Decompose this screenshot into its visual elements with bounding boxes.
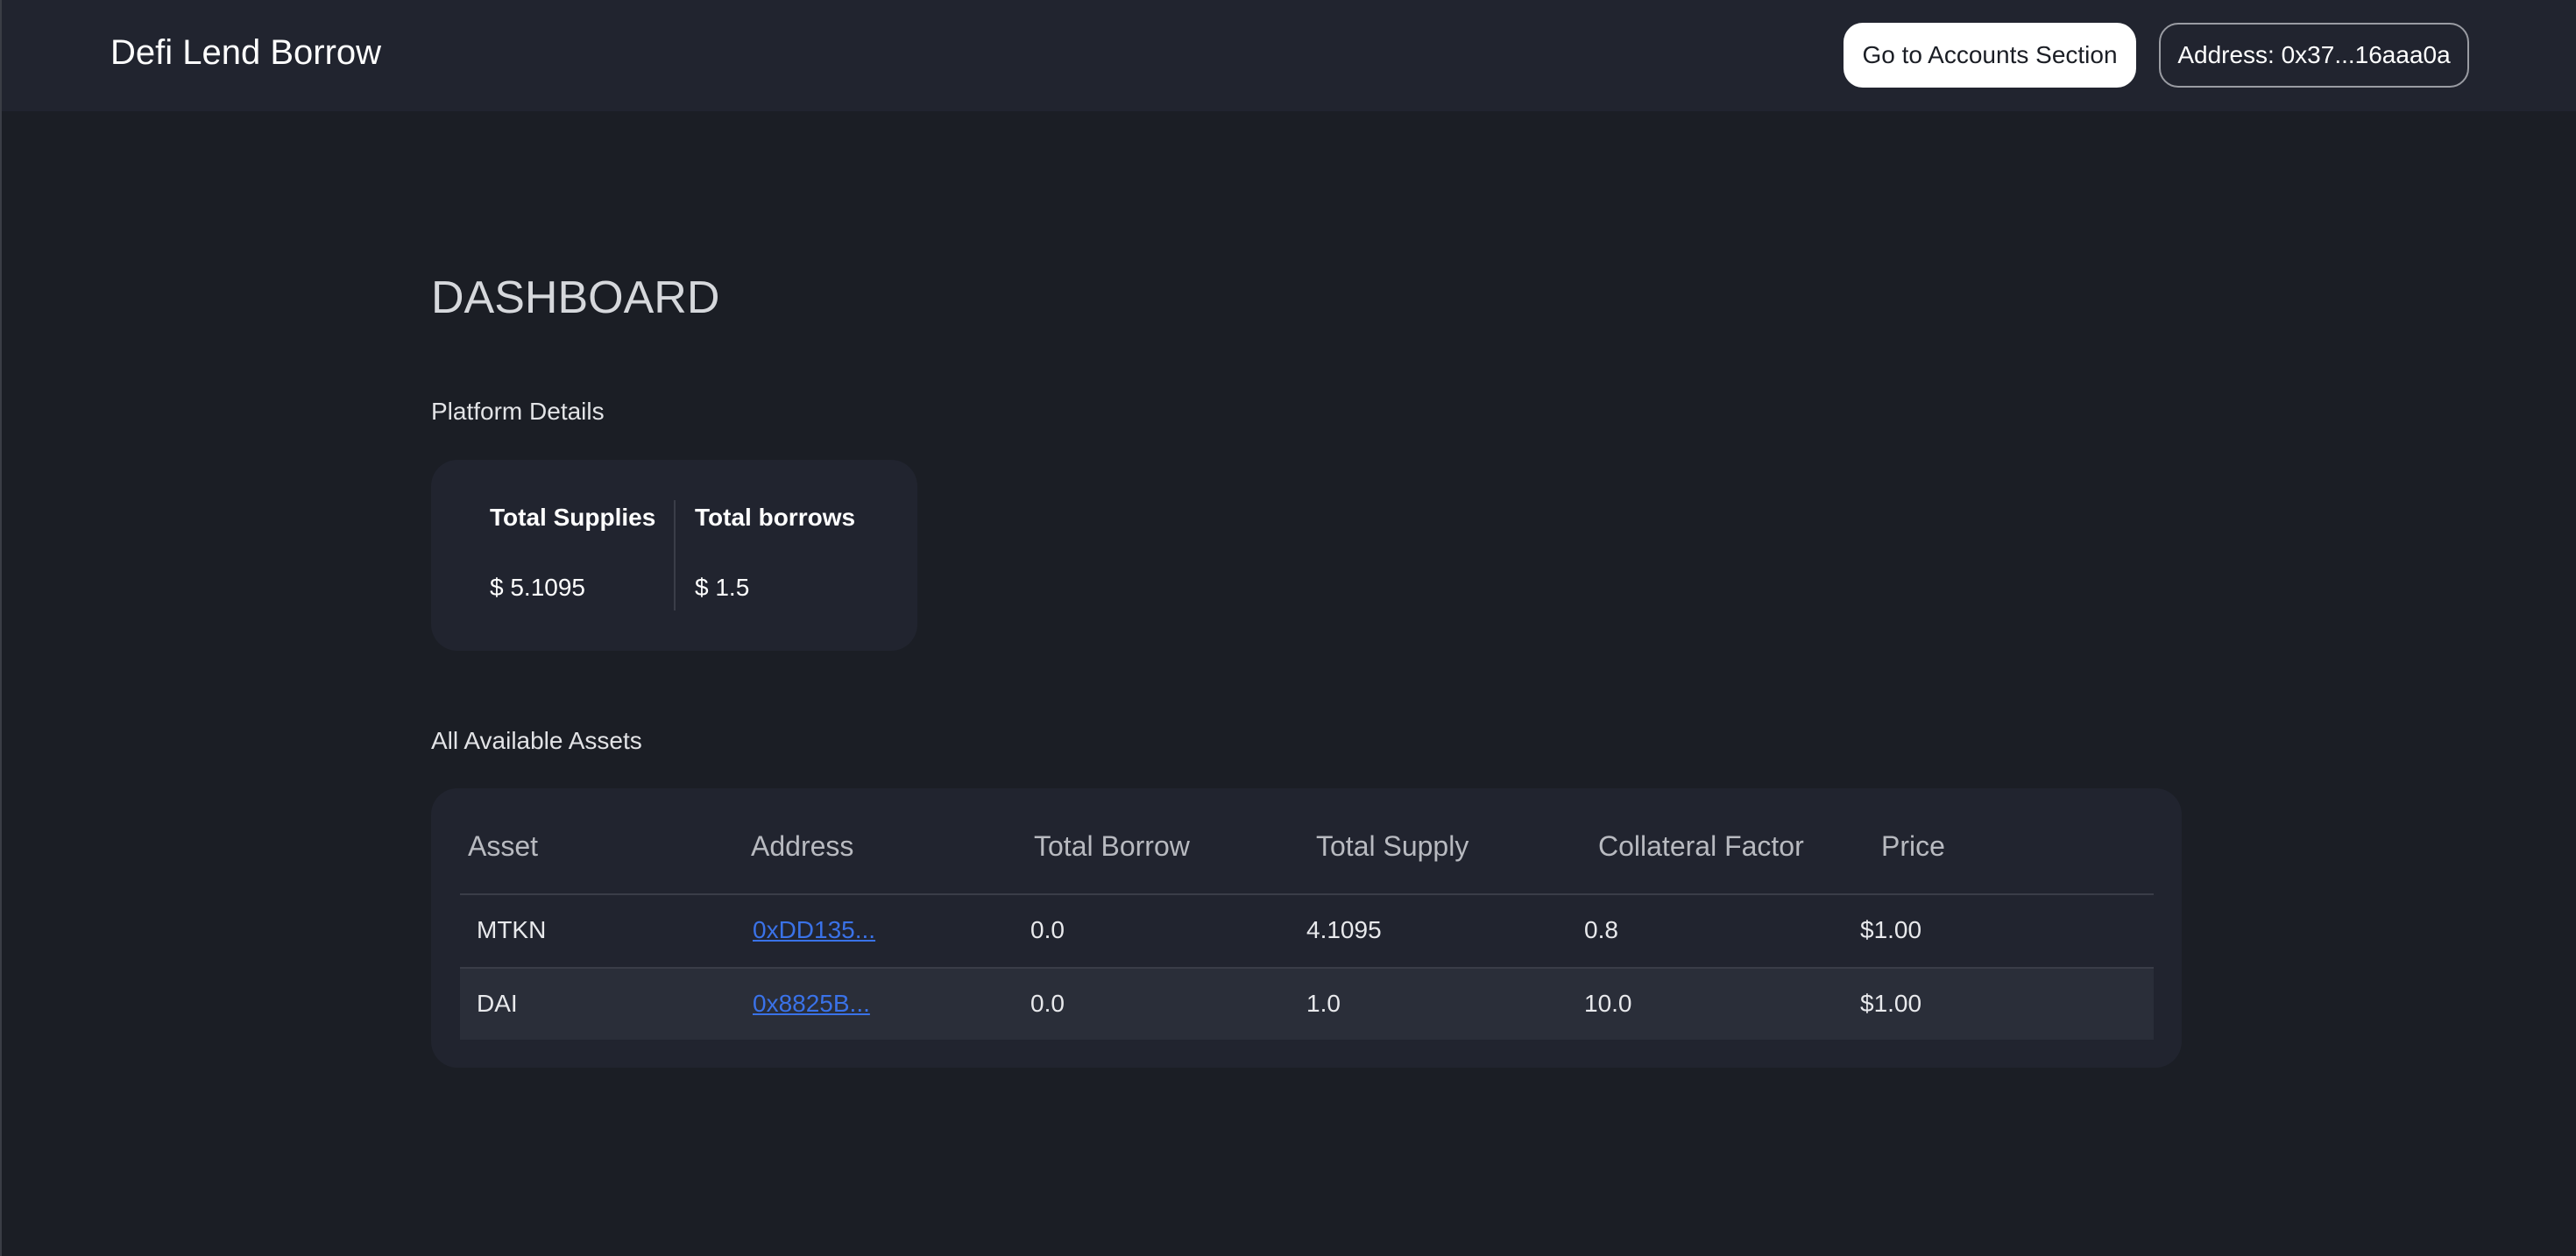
platform-details-card: Total Supplies $ 5.1095 Total borrows $ … — [431, 460, 917, 651]
column-header-collateral-factor: Collateral Factor — [1598, 830, 1804, 862]
total-borrows-value: $ 1.5 — [695, 574, 750, 601]
total-supplies-value: $ 5.1095 — [490, 574, 585, 601]
column-header-total-borrow: Total Borrow — [1034, 830, 1190, 862]
total-borrow-cell: 0.0 — [1030, 916, 1065, 943]
page-title: DASHBOARD — [431, 272, 720, 323]
header-divider — [460, 893, 2154, 895]
top-navbar: Defi Lend Borrow Go to Accounts Section … — [2, 0, 2576, 111]
price-cell: $1.00 — [1860, 990, 1922, 1017]
asset-cell: MTKN — [477, 916, 547, 943]
table-row: MTKN 0xDD135... 0.0 4.1095 0.8 $1.00 — [460, 895, 2154, 968]
total-supplies-stat: Total Supplies $ 5.1095 — [490, 504, 655, 602]
collateral-factor-cell: 10.0 — [1584, 990, 1632, 1017]
total-borrows-stat: Total borrows $ 1.5 — [695, 504, 855, 602]
go-to-accounts-button[interactable]: Go to Accounts Section — [1844, 23, 2136, 88]
total-supply-cell: 1.0 — [1306, 990, 1341, 1017]
column-header-price: Price — [1881, 830, 1945, 862]
asset-address-link[interactable]: 0xDD135... — [753, 916, 876, 943]
total-borrows-label: Total borrows — [695, 504, 856, 531]
collateral-factor-cell: 0.8 — [1584, 916, 1618, 943]
column-header-address: Address — [751, 830, 854, 862]
asset-address-link[interactable]: 0x8825B... — [753, 990, 870, 1017]
asset-cell: DAI — [477, 990, 518, 1017]
assets-table: Asset Address Total Borrow Total Supply … — [431, 788, 2182, 1068]
app-title: Defi Lend Borrow — [110, 33, 382, 72]
total-supplies-label: Total Supplies — [490, 504, 656, 531]
total-supply-cell: 4.1095 — [1306, 916, 1382, 943]
wallet-address-button[interactable]: Address: 0x37...16aaa0a — [2159, 23, 2469, 88]
price-cell: $1.00 — [1860, 916, 1922, 943]
table-row: DAI 0x8825B... 0.0 1.0 10.0 $1.00 — [460, 967, 2154, 1040]
platform-details-label: Platform Details — [431, 398, 605, 425]
total-borrow-cell: 0.0 — [1030, 990, 1065, 1017]
stat-divider — [674, 500, 676, 610]
column-header-total-supply: Total Supply — [1316, 830, 1469, 862]
column-header-asset: Asset — [468, 830, 539, 862]
all-assets-label: All Available Assets — [431, 727, 642, 754]
